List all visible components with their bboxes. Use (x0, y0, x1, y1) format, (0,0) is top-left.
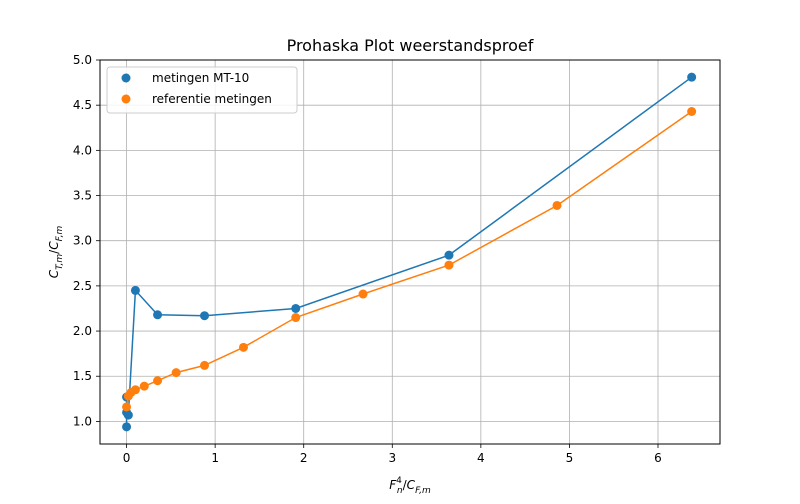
y-tick-label: 4.5 (73, 98, 92, 112)
y-tick-label: 5.0 (73, 53, 92, 67)
series-line-metingen-mt10 (125, 76, 693, 427)
y-tick-label: 1.0 (73, 414, 92, 428)
data-point-metingen-mt10 (153, 310, 163, 320)
data-point-referentie-metingen (200, 360, 210, 370)
legend: metingen MT-10 referentie metingen (106, 66, 298, 114)
x-axis-label: F4 n/CF,m (389, 476, 431, 496)
data-point-metingen-mt10 (123, 410, 133, 420)
data-point-metingen-mt10 (444, 250, 454, 260)
data-point-referentie-metingen (130, 385, 140, 395)
grid-layer (100, 59, 720, 444)
x-tick-label: 3 (388, 451, 396, 465)
series-layer (122, 72, 697, 432)
data-point-referentie-metingen (238, 342, 248, 352)
data-point-referentie-metingen (291, 313, 301, 323)
data-point-referentie-metingen (153, 376, 163, 386)
x-tick-label: 4 (477, 451, 485, 465)
data-point-metingen-mt10 (122, 422, 132, 432)
plot-frame (99, 59, 721, 445)
data-point-referentie-metingen (444, 260, 454, 270)
x-tick-label: 1 (211, 451, 219, 465)
data-point-referentie-metingen (552, 200, 562, 210)
x-tick-label: 2 (300, 451, 308, 465)
legend-marker-referentie-metingen (121, 94, 131, 104)
data-point-referentie-metingen (171, 368, 181, 378)
y-axis-label: CT,m/CF,m (47, 226, 65, 279)
chart-title: Prohaska Plot weerstandsproef (287, 36, 534, 55)
y-tick-label: 1.5 (73, 369, 92, 383)
data-point-referentie-metingen (122, 402, 132, 412)
y-tick-label: 4.0 (73, 143, 92, 157)
legend-box (106, 66, 298, 114)
y-tick-label: 3.5 (73, 189, 92, 203)
data-point-referentie-metingen (139, 381, 149, 391)
x-tick-label: 0 (123, 451, 131, 465)
legend-label-referentie-metingen: referentie metingen (152, 92, 272, 106)
y-tick-label: 2.0 (73, 324, 92, 338)
data-point-referentie-metingen (358, 289, 368, 299)
data-point-metingen-mt10 (200, 311, 210, 321)
x-tick-label: 5 (566, 451, 574, 465)
data-point-metingen-mt10 (130, 285, 140, 295)
legend-label-metingen-mt10: metingen MT-10 (152, 71, 249, 85)
data-point-referentie-metingen (687, 107, 697, 117)
series-line-referentie-metingen (125, 110, 693, 408)
data-point-metingen-mt10 (687, 72, 697, 82)
y-tick-label: 2.5 (73, 279, 92, 293)
data-point-metingen-mt10 (291, 303, 301, 313)
tick-layer: 0 1 2 3 4 5 6 1.0 1.5 2.0 2.5 3.0 3.5 4.0 4.5 5.0 (73, 53, 662, 465)
legend-marker-metingen-mt10 (121, 73, 131, 83)
x-tick-label: 6 (654, 451, 662, 465)
y-tick-label: 3.0 (73, 234, 92, 248)
